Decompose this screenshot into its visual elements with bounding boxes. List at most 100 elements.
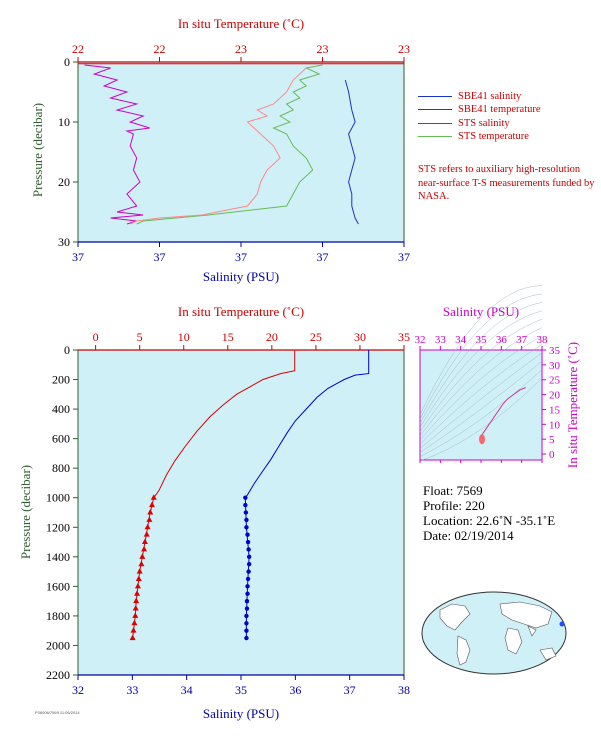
ts-salinity-axis-label: Salinity (PSU) [443, 304, 519, 319]
temperature-tick-label: 5 [549, 434, 555, 446]
salinity-marker [244, 613, 249, 619]
temperature-marker [149, 501, 156, 508]
density-contour [419, 302, 543, 424]
legend-swatch [418, 96, 452, 98]
salinity-tick-label: 36 [289, 683, 301, 697]
salinity-marker [245, 576, 251, 582]
temperature-marker [131, 619, 138, 626]
series-line [129, 67, 307, 225]
temperature-tick-label: 25 [310, 330, 322, 344]
bottom-tick-label: 37 [154, 250, 166, 264]
top-pressure-axis-label: Pressure (decibar) [30, 103, 45, 197]
temperature-marker [129, 634, 136, 641]
salinity-tick-label: 36 [496, 334, 508, 346]
top-plot-area [77, 61, 405, 243]
temperature-marker [135, 575, 142, 581]
salinity-tick-label: 35 [476, 334, 488, 346]
legend: SBE41 salinity SBE41 temperature STS sal… [418, 90, 541, 143]
legend-label: STS temperature [458, 130, 529, 142]
top-temperature-axis-label: In situ Temperature (˚C) [178, 16, 304, 31]
salinity-marker [244, 517, 249, 523]
temperature-marker [147, 509, 154, 515]
bottom-tick-label: 37 [72, 250, 84, 264]
pressure-tick-label: 1800 [46, 609, 70, 623]
salinity-marker [244, 621, 249, 626]
salinity-marker [245, 539, 251, 545]
bottom-tick-label: 37 [235, 250, 247, 264]
ts-series-group [479, 387, 526, 445]
temperature-tick-label: 10 [549, 419, 561, 431]
salinity-tick-label: 32 [415, 334, 426, 346]
main-temperature-ticks: 0 5 10 15 20 25 30 35 [78, 330, 410, 351]
salinity-marker [246, 554, 252, 560]
salinity-marker [243, 510, 249, 515]
pressure-tick-label: 1000 [46, 491, 70, 505]
temperature-marker [150, 494, 157, 500]
legend-label: SBE41 temperature [458, 104, 541, 116]
y-tick-label: 20 [58, 175, 70, 189]
temperature-marker [138, 560, 145, 567]
salinity-marker [244, 628, 249, 633]
salinity-marker [244, 635, 249, 641]
legend-label: STS salinity [458, 117, 510, 129]
series-line [344, 79, 359, 225]
salinity-marker [246, 547, 251, 552]
temperature-tick-label: 35 [549, 345, 561, 357]
density-contour [419, 377, 543, 462]
main-pressure-axis-label: Pressure (decibar) [18, 465, 33, 559]
salinity-marker [244, 525, 249, 530]
pressure-tick-label: 200 [52, 373, 70, 387]
temperature-marker [134, 590, 141, 596]
density-contour [419, 318, 543, 432]
density-contour [419, 344, 543, 445]
temperature-tick-label: 0 [549, 449, 555, 461]
salinity-line [244, 350, 370, 639]
salinity-marker [245, 584, 250, 589]
temperature-marker [130, 627, 137, 633]
pressure-tick-label: 2200 [46, 668, 70, 682]
bottom-tick-label: 37 [317, 250, 329, 264]
temperature-tick-label: 0 [93, 330, 99, 344]
temperature-tick-label: 30 [549, 360, 561, 372]
legend-swatch [418, 122, 452, 124]
map-ocean [421, 591, 567, 675]
density-contour [419, 335, 543, 441]
sts-note: STS refers to auxiliary high-resolution … [418, 164, 595, 202]
legend-swatch [418, 109, 452, 111]
temperature-tick-label: 5 [137, 330, 143, 344]
temperature-tick-label: 10 [178, 330, 190, 344]
top-profile-panel: In situ Temperature (˚C) 22 22 23 23 23 37 37… [30, 16, 410, 284]
main-pressure-ticks: 0 200 400 600 800 1000 1200 1400 1600 1800 2000 220… [46, 343, 78, 682]
legend-item-sbe41-salinity: SBE41 salinity [418, 90, 541, 103]
top-temperature-ticks: 22 22 23 23 23 [72, 42, 410, 63]
salinity-marker [245, 591, 250, 596]
float-info: Float: 7569 Profile: 220 Location: 22.6˚… [423, 483, 555, 543]
density-contour [419, 285, 543, 415]
main-profile-panel: In situ Temperature (˚C) 0 5 10 15 20 25 30 35 … [18, 304, 410, 721]
legend-item-sbe41-temperature: SBE41 temperature [418, 103, 541, 116]
temperature-marker [143, 531, 150, 537]
map-land [439, 601, 557, 666]
pressure-tick-label: 1600 [46, 579, 70, 593]
pressure-tick-label: 800 [52, 461, 70, 475]
ts-deep-cluster [479, 434, 486, 445]
temperature-tick-label: 20 [549, 390, 561, 402]
location: Location: 22.6˚N -35.1˚E [423, 513, 556, 528]
temperature-tick-label: 30 [354, 330, 366, 344]
temperature-line [132, 350, 296, 639]
density-contour [419, 369, 543, 458]
temperature-tick-label: 15 [222, 330, 234, 344]
y-tick-label: 0 [64, 55, 70, 69]
temperature-marker [141, 538, 148, 545]
float-location-marker [559, 621, 565, 627]
temperature-marker [146, 516, 153, 522]
salinity-tick-label: 35 [235, 683, 247, 697]
top-series-group [78, 63, 404, 225]
salinity-tick-label: 38 [398, 683, 410, 697]
density-contour [419, 361, 543, 453]
pressure-tick-label: 1200 [46, 520, 70, 534]
temperature-marker [141, 545, 148, 552]
salinity-marker [244, 606, 250, 611]
top-salinity-ticks: 37 37 37 37 37 [72, 241, 410, 264]
legend-label: SBE41 salinity [458, 91, 522, 102]
